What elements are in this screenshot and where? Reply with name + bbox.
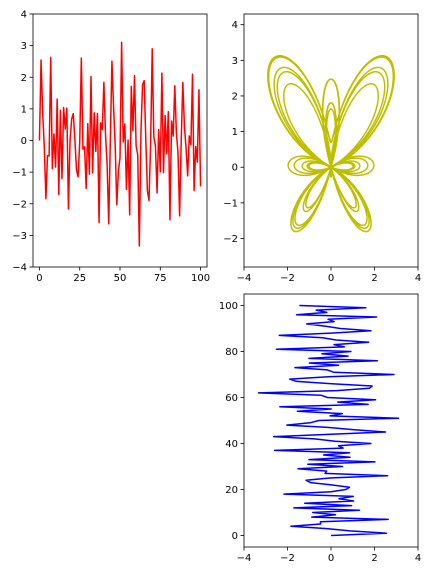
subplot-top-left: 0 25 50 75 100 −4 −3 −2 −1 0 1 2 3 4 bbox=[12, 10, 210, 285]
y-tick-label: −3 bbox=[12, 231, 27, 242]
y-tick-label: 2 bbox=[232, 91, 238, 102]
y-tick-label: 60 bbox=[225, 393, 238, 404]
y-tick-label: −2 bbox=[223, 234, 238, 245]
y-tick-label: 0 bbox=[21, 136, 27, 147]
y-tick-label: 2 bbox=[21, 73, 27, 84]
x-tick-label: −4 bbox=[237, 273, 252, 284]
y-tick-label: 20 bbox=[225, 485, 238, 496]
x-tick-label: −2 bbox=[280, 553, 295, 564]
x-tick-label: 0 bbox=[328, 273, 334, 284]
y-tick-label: 1 bbox=[21, 104, 27, 115]
x-tick-label: 4 bbox=[415, 553, 421, 564]
y-tick-label: −4 bbox=[12, 263, 27, 274]
x-tick-label: 100 bbox=[191, 273, 210, 284]
x-tick-label: −2 bbox=[280, 273, 295, 284]
x-tick-label: 25 bbox=[73, 273, 86, 284]
y-tick-label: 3 bbox=[21, 41, 27, 52]
x-tick-label: 2 bbox=[371, 273, 377, 284]
y-tick-label: 40 bbox=[225, 439, 238, 450]
x-tick-label: 2 bbox=[371, 553, 377, 564]
y-tick-label: −1 bbox=[223, 198, 238, 209]
y-tick-label: 80 bbox=[225, 347, 238, 358]
y-tick-label: 4 bbox=[21, 10, 27, 21]
x-tick-label: 75 bbox=[154, 273, 167, 284]
x-tick-label: −4 bbox=[237, 553, 252, 564]
x-tick-label: 0 bbox=[36, 273, 42, 284]
series-line bbox=[257, 304, 400, 537]
y-tick-label: −1 bbox=[12, 168, 27, 179]
x-tick-label: 0 bbox=[328, 553, 334, 564]
y-tick-label: 0 bbox=[232, 163, 238, 174]
y-tick-label: 3 bbox=[232, 56, 238, 67]
y-tick-label: −2 bbox=[12, 199, 27, 210]
series-line bbox=[38, 41, 202, 247]
x-tick-label: 4 bbox=[415, 273, 421, 284]
x-tick-label: 50 bbox=[114, 273, 127, 284]
y-tick-label: 0 bbox=[232, 531, 238, 542]
subplot-top-right: −4 −2 0 2 4 −2 −1 0 1 2 3 4 bbox=[223, 13, 421, 284]
series-line bbox=[267, 54, 395, 233]
y-tick-label: 4 bbox=[232, 20, 238, 31]
y-tick-label: 1 bbox=[232, 127, 238, 138]
y-tick-label: 100 bbox=[219, 301, 238, 312]
